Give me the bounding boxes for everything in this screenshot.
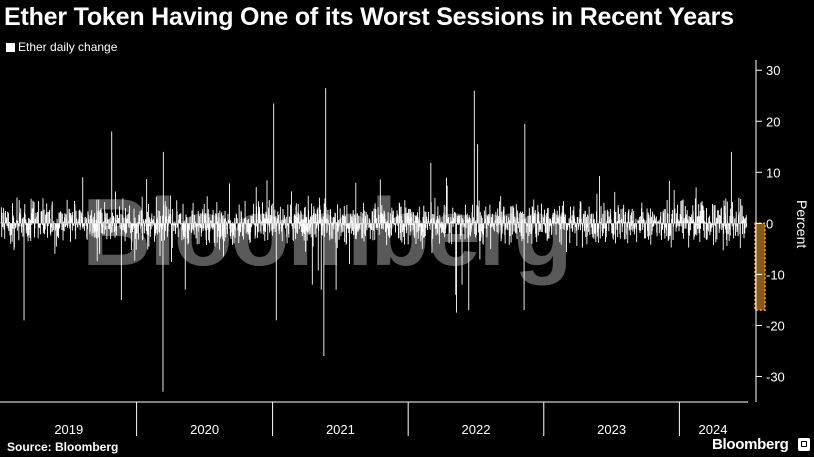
y-axis-label: Percent xyxy=(794,200,810,248)
x-tick-label: 2020 xyxy=(190,422,219,437)
y-tick-label: 0 xyxy=(766,216,773,231)
y-tick-label: 20 xyxy=(766,114,780,129)
x-tick-label: 2022 xyxy=(462,422,491,437)
x-tick-label: 2023 xyxy=(597,422,626,437)
y-tick-label: -10 xyxy=(766,267,785,282)
chart-title: Ether Token Having One of its Worst Sess… xyxy=(4,3,734,31)
x-tick-label: 2019 xyxy=(54,422,83,437)
y-tick-label: -20 xyxy=(766,318,785,333)
chart-badge-icon xyxy=(798,438,810,451)
source-note: Source: Bloomberg xyxy=(7,440,119,454)
y-tick-label: -30 xyxy=(766,369,785,384)
bloomberg-logo: Bloomberg xyxy=(712,436,789,453)
legend-swatch xyxy=(6,42,15,52)
y-tick-label: 30 xyxy=(766,63,780,78)
x-tick-label: 2024 xyxy=(699,422,728,437)
legend-label: Ether daily change xyxy=(18,40,118,54)
legend: Ether daily change xyxy=(6,40,117,54)
bars-layer xyxy=(0,88,766,392)
y-tick-label: 10 xyxy=(766,165,780,180)
axes-layer: 30 20 10 0 -10 -20 -30 Percent 2019 2020 2021 2022 2… xyxy=(0,60,810,437)
x-tick-label: 2021 xyxy=(326,422,355,437)
